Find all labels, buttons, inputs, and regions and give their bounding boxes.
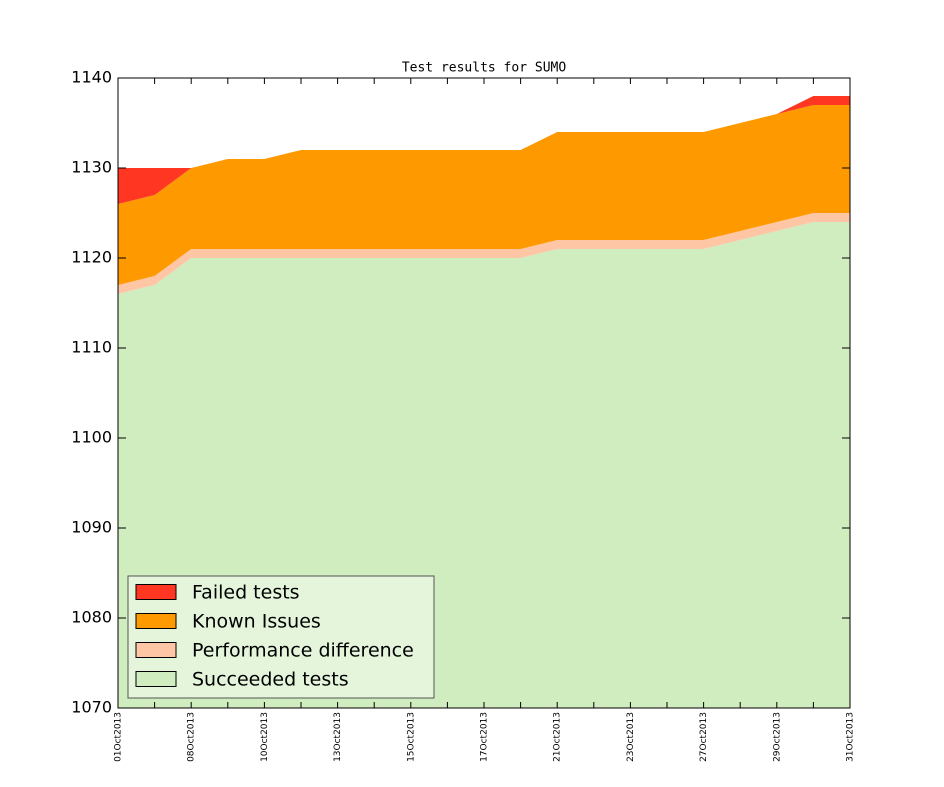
legend-swatch <box>135 613 177 629</box>
area <box>118 213 850 294</box>
y-tick-label: 1120 <box>71 248 112 267</box>
x-tick-label: 01Oct2013 <box>114 712 124 762</box>
x-tick-label: 23Oct2013 <box>626 712 636 762</box>
legend-box <box>127 575 435 699</box>
y-tick-label: 1070 <box>71 698 112 717</box>
legend-label: Known Issues <box>192 611 321 633</box>
legend-label: Failed tests <box>192 582 300 604</box>
y-tick-label: 1090 <box>71 518 112 537</box>
legend-swatch <box>135 642 177 658</box>
x-tick-label: 29Oct2013 <box>772 712 782 762</box>
ticks: 1070 1080 1090 1100 1110 1120 1130 1140 01Oct201… <box>71 68 855 762</box>
legend-swatch <box>135 584 177 600</box>
plot-frame <box>117 77 851 709</box>
x-tick-label: 13Oct2013 <box>333 712 343 762</box>
y-tick-label: 1140 <box>71 68 112 87</box>
x-tick-label: 08Oct2013 <box>187 712 197 762</box>
x-tick-label: 10Oct2013 <box>260 712 270 762</box>
y-tick-label: 1100 <box>71 428 112 447</box>
legend-swatch <box>135 671 177 687</box>
x-tick-label: 17Oct2013 <box>480 712 490 762</box>
x-tick-label: 15Oct2013 <box>406 712 416 762</box>
y-tick-label: 1080 <box>71 608 112 627</box>
x-tick-label: 21Oct2013 <box>553 712 563 762</box>
chart-title: Test results for SUMO <box>402 61 567 76</box>
legend-label: Performance difference <box>192 640 414 662</box>
x-tick-label: 27Oct2013 <box>699 712 709 762</box>
y-tick-label: 1110 <box>71 338 112 357</box>
area <box>118 105 850 285</box>
x-tick-label: 31Oct2013 <box>846 712 856 762</box>
y-tick-label: 1130 <box>71 158 112 177</box>
legend: Failed tests Known Issues Performance diff… <box>127 575 435 699</box>
legend-label: Succeeded tests <box>192 669 349 691</box>
